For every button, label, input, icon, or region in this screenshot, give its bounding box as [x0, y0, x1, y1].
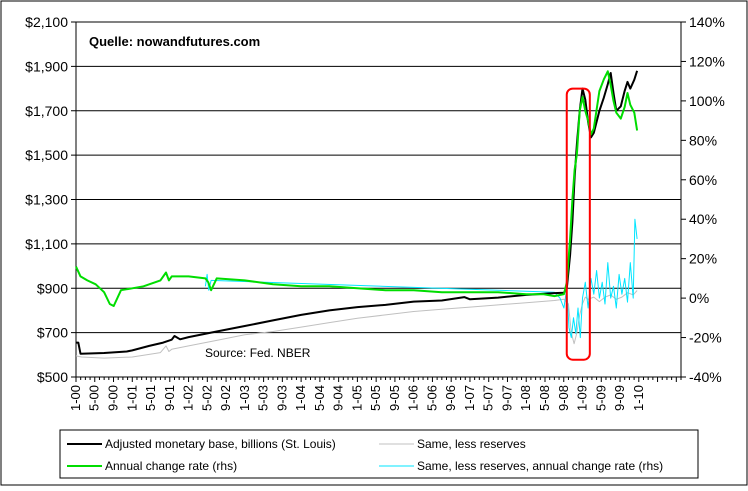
- legend-label-annual-change: Annual change rate (rhs): [105, 459, 237, 473]
- x-tick-label: 9-05: [387, 385, 402, 411]
- x-tick-label: 1-08: [518, 385, 533, 411]
- x-tick-label: 9-07: [499, 385, 514, 411]
- legend-box: [59, 429, 699, 479]
- series-annual-change: [75, 70, 639, 307]
- legend-label-monetary-base: Adjusted monetary base, billions (St. Lo…: [105, 437, 336, 451]
- x-tick-label: 5-02: [199, 385, 214, 411]
- x-tick-label: 5-06: [424, 385, 439, 411]
- x-tick-label: 1-09: [575, 385, 590, 411]
- x-tick-label: 1-07: [462, 385, 477, 411]
- series-less-reserves: [75, 290, 638, 359]
- left-tick-label: $1,100: [25, 236, 68, 252]
- x-tick-label: 9-01: [162, 385, 177, 411]
- x-tick-label: 1-00: [68, 385, 83, 411]
- x-tick-label: 5-07: [481, 385, 496, 411]
- x-tick-label: 9-04: [331, 385, 346, 411]
- x-tick-label: 1-05: [349, 385, 364, 411]
- series-less-reserves-change: [204, 218, 638, 339]
- right-axis: -40% -20% 0% 20% 40% 60% 80% 100% 120% 140%: [681, 14, 725, 385]
- series-layer: [75, 70, 639, 359]
- x-tick-label: 9-02: [218, 385, 233, 411]
- left-axis: $500 $700 $900 $1,100 $1,300 $1,500 $1,700 $1,9…: [25, 14, 76, 385]
- right-tick-label: 60%: [689, 172, 717, 188]
- x-tick-label: 5-03: [256, 385, 271, 411]
- x-tick-label: 9-03: [274, 385, 289, 411]
- right-tick-label: 80%: [689, 132, 717, 148]
- x-tick-label: 5-04: [312, 385, 327, 411]
- x-tick-label: 1-03: [237, 385, 252, 411]
- x-tick-label: 1-04: [293, 385, 308, 411]
- x-tick-label: 9-08: [556, 385, 571, 411]
- right-tick-label: 0%: [689, 290, 709, 306]
- x-tick-label: 1-10: [631, 385, 646, 411]
- legend: Adjusted monetary base, billions (St. Lo…: [59, 429, 699, 479]
- left-tick-label: $700: [37, 325, 68, 341]
- left-tick-label: $1,900: [25, 58, 68, 74]
- x-tick-label: 5-05: [368, 385, 383, 411]
- right-tick-label: 20%: [689, 251, 717, 267]
- x-tick-label: 9-00: [106, 385, 121, 411]
- highlight-box: [565, 87, 591, 361]
- right-tick-label: 140%: [689, 14, 725, 30]
- left-tick-label: $1,300: [25, 192, 68, 208]
- x-tick-label: 9-09: [612, 385, 627, 411]
- right-tick-label: 100%: [689, 93, 725, 109]
- gridlines: [76, 65, 681, 334]
- legend-label-less-reserves-change: Same, less reserves, annual change rate …: [417, 459, 663, 473]
- left-tick-label: $1,500: [25, 147, 68, 163]
- left-tick-label: $500: [37, 369, 68, 385]
- x-tick-label: 1-06: [406, 385, 421, 411]
- x-tick-label: 1-02: [181, 385, 196, 411]
- right-tick-label: 120%: [689, 53, 725, 69]
- right-tick-label: -20%: [689, 330, 722, 346]
- right-tick-label: 40%: [689, 211, 717, 227]
- x-tick-label: 9-06: [443, 385, 458, 411]
- x-tick-label: 5-09: [593, 385, 608, 411]
- x-axis: 1-00 5-00 9-00 1-01 5-01 9-01 1-02 5-02 9-02 1-03…: [68, 377, 682, 411]
- left-tick-label: $2,100: [25, 14, 68, 30]
- legend-label-less-reserves: Same, less reserves: [417, 437, 526, 451]
- x-tick-label: 5-08: [537, 385, 552, 411]
- highlight-layer: [565, 87, 591, 361]
- source-note: Source: Fed. NBER: [205, 346, 311, 360]
- x-tick-label: 5-00: [87, 385, 102, 411]
- right-tick-label: -40%: [689, 369, 722, 385]
- x-tick-label: 5-01: [143, 385, 158, 411]
- left-tick-label: $1,700: [25, 103, 68, 119]
- left-tick-label: $900: [37, 280, 68, 296]
- x-tick-label: 1-01: [124, 385, 139, 411]
- source-annotation: Quelle: nowandfutures.com: [89, 34, 260, 49]
